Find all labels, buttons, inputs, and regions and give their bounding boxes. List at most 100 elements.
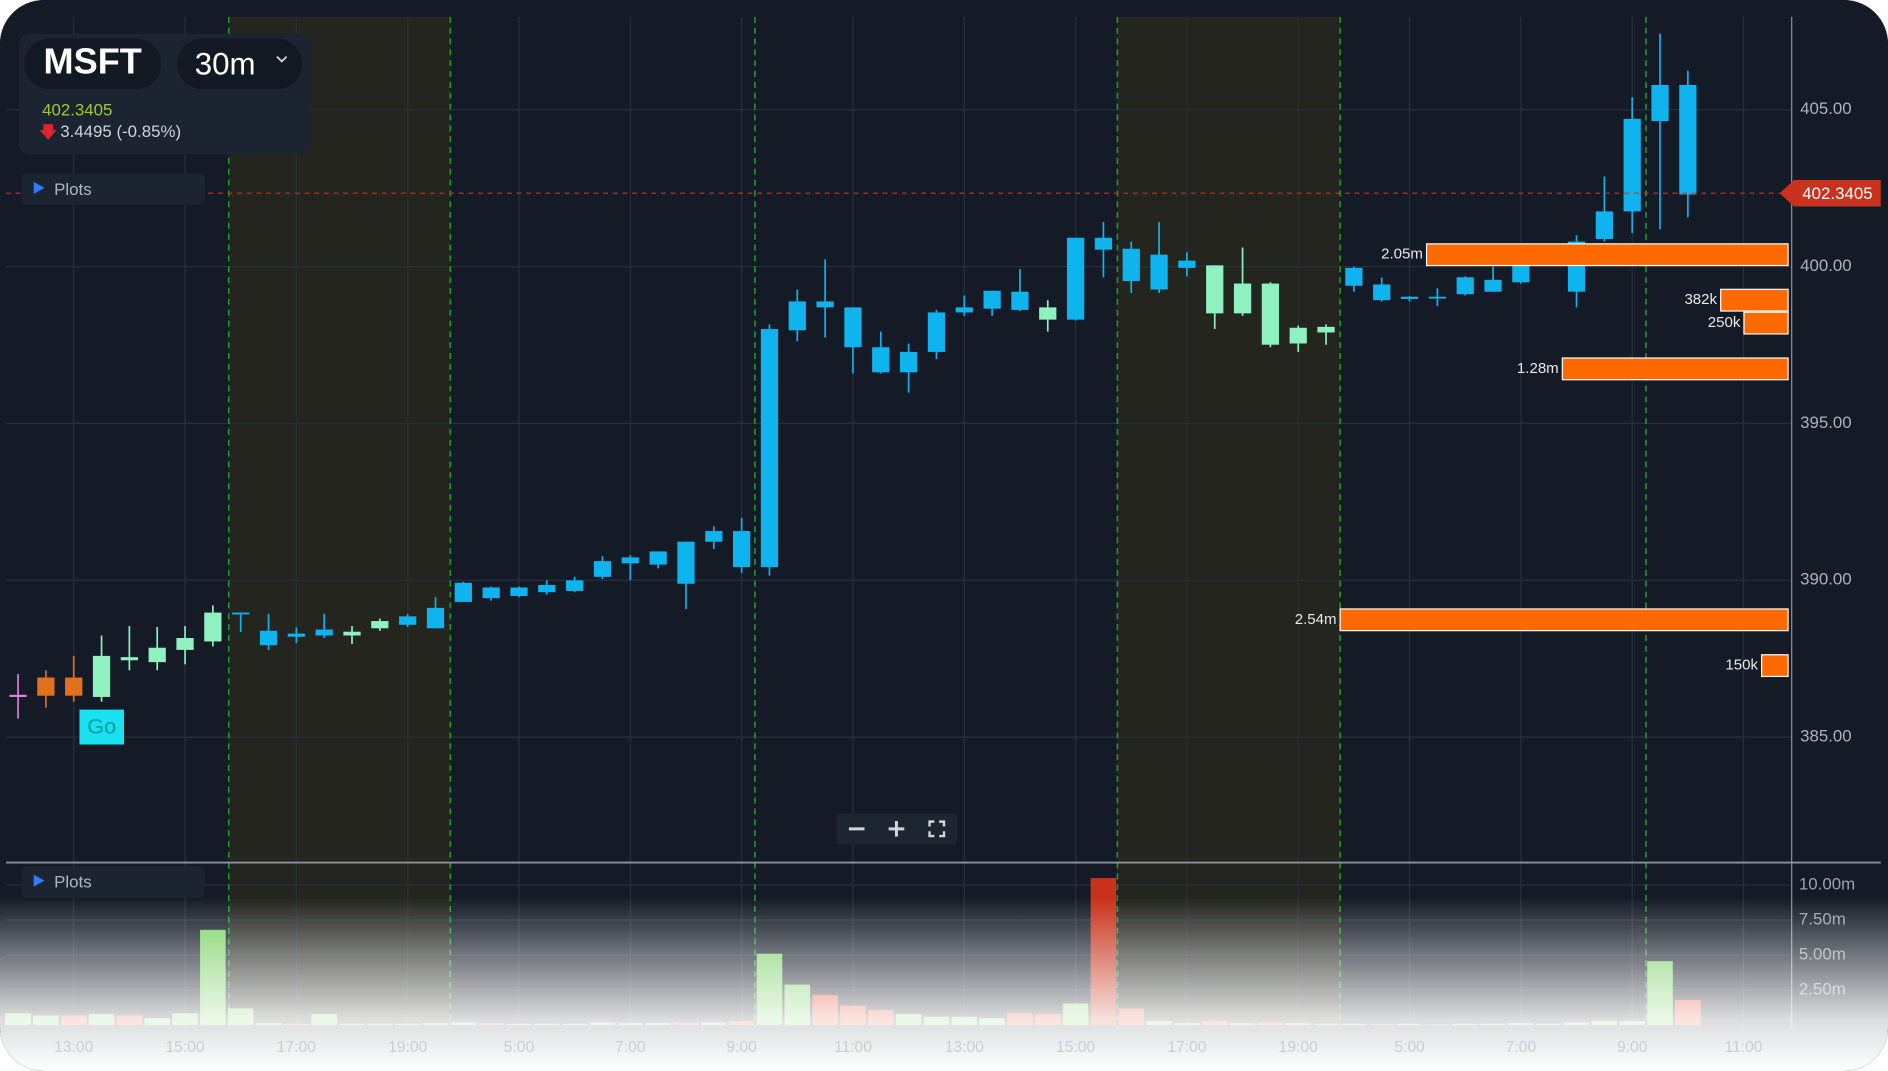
candle-body — [510, 587, 528, 596]
y-tick-label: 395.00 — [1800, 413, 1852, 432]
plots-triangle — [33, 181, 45, 194]
candle-body — [1233, 283, 1252, 314]
x-tick-label: 11:00 — [834, 1039, 872, 1056]
candle-body — [399, 616, 417, 625]
order-label: 2.54m — [1295, 611, 1337, 628]
candle-body — [482, 587, 500, 599]
candle-body — [816, 301, 834, 308]
candle-body — [343, 631, 361, 636]
y-tick-label: 405.00 — [1800, 99, 1852, 118]
candle-body — [259, 630, 278, 646]
candle-body — [1289, 327, 1307, 344]
candle-body — [1206, 265, 1224, 314]
candle-body — [872, 347, 890, 373]
candle-body — [733, 531, 751, 568]
candle-body — [1679, 85, 1697, 195]
order-label: 1.28m — [1517, 360, 1559, 377]
order-label: 2.05m — [1381, 246, 1423, 263]
candle-body — [1039, 307, 1057, 320]
candle-body — [1011, 291, 1029, 310]
candle-body — [204, 612, 222, 642]
order-label: 150k — [1725, 657, 1758, 674]
candle-body — [9, 694, 27, 697]
x-tick-label: 5:00 — [504, 1039, 535, 1056]
candle-body — [927, 312, 946, 352]
y-tick-label: 10.00m — [1799, 874, 1855, 893]
candle-body — [65, 677, 83, 696]
candle-body — [1066, 237, 1085, 320]
candle-body — [1623, 118, 1641, 212]
candle-body — [176, 637, 194, 650]
session-shade — [228, 16, 451, 1029]
candle-body — [538, 584, 556, 593]
candle-body — [426, 607, 445, 629]
x-tick-label: 17:00 — [277, 1039, 316, 1056]
candle-body — [1484, 279, 1502, 292]
x-tick-label: 5:00 — [1394, 1039, 1425, 1056]
down-arrow — [39, 124, 57, 140]
x-tick-label: 19:00 — [1279, 1039, 1318, 1056]
plots-toggle[interactable] — [21, 866, 205, 898]
y-tick-label: 385.00 — [1800, 727, 1852, 746]
x-tick-label: 15:00 — [165, 1039, 204, 1056]
x-tick-label: 13:00 — [945, 1039, 984, 1056]
candle-body — [844, 307, 862, 348]
candle-body — [315, 629, 333, 636]
session-lines — [227, 16, 1647, 1029]
candle-body — [1261, 283, 1280, 345]
fullscreen[interactable] — [928, 820, 946, 838]
x-tick-label: 7:00 — [615, 1039, 646, 1056]
zoom-in[interactable] — [888, 821, 905, 837]
candle-body — [232, 612, 250, 615]
x-tick-label: 19:00 — [388, 1039, 427, 1056]
candle-body — [621, 557, 639, 564]
order-label: 382k — [1684, 291, 1717, 308]
sessions — [228, 16, 1341, 1029]
interval-pill[interactable] — [177, 38, 303, 90]
candle-body — [1373, 284, 1391, 301]
x-tick-label: 13:00 — [54, 1039, 93, 1056]
candle-body — [1400, 296, 1419, 299]
x-tick-label: 15:00 — [1056, 1039, 1095, 1056]
current-price-tag — [1779, 179, 1881, 207]
interval: 30m — [195, 47, 256, 82]
plots-triangle — [33, 874, 45, 887]
candle-body — [120, 657, 139, 661]
plots-toggle[interactable] — [21, 173, 205, 205]
candle-body — [983, 290, 1001, 309]
candle-body — [1345, 267, 1363, 286]
x-tick-label: 7:00 — [1506, 1039, 1537, 1056]
last-price: 402.3405 — [42, 100, 112, 119]
candle-body — [899, 351, 918, 373]
candle-body — [1428, 296, 1447, 299]
candle-body — [1317, 326, 1335, 333]
candle-body — [92, 655, 111, 697]
overlay — [0, 897, 1888, 1071]
order-bar — [1743, 311, 1789, 335]
candle-body — [1150, 254, 1168, 290]
x-tick-label: 17:00 — [1167, 1039, 1206, 1056]
order-bar — [1425, 243, 1789, 267]
y-tick-label: 400.00 — [1800, 256, 1852, 275]
candle-body — [1651, 85, 1669, 122]
candle-body — [649, 551, 667, 565]
order-bar — [1720, 288, 1789, 312]
order-bar — [1561, 357, 1789, 381]
x-tick-label: 9:00 — [1617, 1039, 1648, 1056]
symbol: MSFT — [44, 40, 142, 81]
symbol-pill[interactable] — [24, 38, 162, 90]
candle-body — [148, 647, 166, 663]
candle-body — [454, 582, 472, 602]
candle-body — [593, 561, 612, 577]
interval-chevron — [276, 55, 288, 63]
x-tick-label: 9:00 — [726, 1039, 757, 1056]
candle-body — [1178, 260, 1196, 268]
order-bar — [1339, 608, 1789, 632]
plots-label: Plots — [54, 873, 91, 892]
current-price-label: 402.3405 — [1802, 184, 1872, 203]
order-bar — [1761, 654, 1789, 678]
candle-body — [705, 531, 723, 542]
